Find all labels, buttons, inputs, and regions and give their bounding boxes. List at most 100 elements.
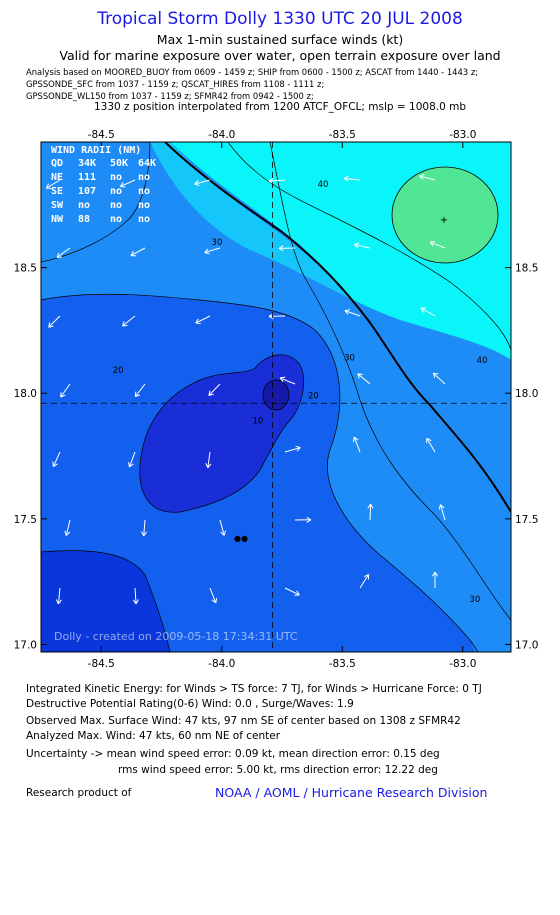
wind-vector-head [130, 251, 136, 257]
band-50 [391, 166, 499, 264]
x-tick-label-top: -83.5 [329, 129, 356, 141]
analysis-sources-line-2: GPSSONDE_SFC from 1037 - 1159 z; QSCAT_H… [26, 79, 325, 89]
band-lt10 [41, 550, 170, 652]
wind-vector-head [432, 571, 439, 577]
wind-vector-head [306, 516, 312, 523]
storm-core [263, 380, 289, 410]
contour-label: 40 [318, 180, 329, 190]
wind-vector-head [45, 183, 52, 189]
wind-vector [120, 179, 136, 187]
wind-vector-head [134, 391, 141, 398]
wind-vector-head [208, 390, 214, 396]
contour-30-left [41, 142, 151, 263]
wind-radii-cell: no [138, 186, 150, 197]
wind-vector-head [419, 174, 425, 180]
wind-radii-cell: no [110, 186, 122, 197]
y-tick-label-right: 17.5 [515, 514, 538, 526]
wind-vector-head [420, 307, 427, 313]
axis-ticks [41, 142, 511, 652]
wind-vector [269, 179, 286, 182]
wind-vector [45, 179, 61, 189]
wind-vector [56, 247, 71, 258]
wind-radii-cell: NW [51, 214, 64, 225]
x-tick-label-bottom: -83.5 [329, 658, 356, 670]
y-tick-label-left: 17.0 [14, 639, 37, 651]
contour-lt10 [41, 550, 171, 652]
research-product-label: Research product of [26, 787, 132, 799]
wind-radii-cell: no [110, 200, 122, 211]
wind-vector-head [55, 599, 62, 605]
wind-vector-head [352, 436, 359, 443]
wind-vector-head [119, 182, 126, 188]
wind-vector [420, 307, 436, 317]
chart-title: Tropical Storm Dolly 1330 UTC 20 JUL 200… [97, 9, 463, 29]
wind-radii-table: WIND RADII (NM) QD 34K 50K 64K NE 111 no no SE 10… [51, 145, 156, 225]
y-tick-labels-right: 18.5 18.0 17.5 17.0 [515, 263, 538, 652]
wind-radii-cell: no [138, 214, 150, 225]
wind-vector [208, 383, 221, 396]
x-tick-labels-top: -84.5 -84.0 -83.5 -83.0 [88, 129, 477, 141]
wind-vector [65, 519, 71, 536]
wind-vectors [45, 174, 446, 605]
wind-vector [354, 244, 371, 249]
contour-34kt [164, 142, 511, 513]
wind-vector [134, 383, 146, 398]
observation-marker-icon: ●● [234, 534, 248, 543]
wind-vector-head [279, 376, 286, 383]
noaa-link[interactable]: NOAA / AOML / Hurricane Research Divisio… [215, 785, 488, 800]
x-tick-label-bottom: -84.5 [88, 658, 115, 670]
contour-label: 10 [253, 416, 264, 426]
wind-vector-head [363, 574, 370, 580]
x-tick-label-top: -83.0 [449, 129, 476, 141]
contour-label: 30 [212, 238, 223, 248]
credit-text: Dolly - created on 2009-05-18 17:34:31 U… [54, 630, 298, 643]
wind-radii-cell: 88 [78, 214, 90, 225]
contour-40 [227, 142, 511, 351]
wind-contour-chart: 10 20 20 30 30 30 40 40 -84.5 -84.0 -83.5 -83.0 -8… [14, 129, 539, 670]
wind-vector [195, 315, 211, 324]
wind-vector-head [52, 461, 58, 467]
wind-vector [344, 177, 361, 181]
plot-frame [40, 141, 512, 653]
wind-vector-head [426, 437, 432, 444]
y-tick-label-left: 17.5 [14, 514, 37, 526]
contour-30-right [269, 142, 511, 621]
wind-vector [219, 519, 225, 536]
y-tick-label-right: 17.0 [515, 639, 538, 651]
wind-radii-column-header: 64K [138, 158, 156, 169]
wind-vector-head [367, 503, 374, 509]
wind-vector [129, 451, 136, 468]
x-tick-label-top: -84.0 [208, 129, 235, 141]
wind-radii-cell: 111 [78, 172, 96, 183]
wind-radii-header: WIND RADII (NM) [51, 145, 141, 156]
wind-radii-cell: 107 [78, 186, 96, 197]
wind-vector-head [141, 531, 148, 537]
wind-vector [419, 175, 436, 181]
contour-20 [41, 293, 479, 652]
wind-vector [134, 587, 137, 604]
wind-vector-head [60, 391, 66, 398]
wind-vector-head [429, 240, 436, 247]
wind-radii-cell: SW [51, 200, 64, 211]
wind-radii-column-header: 34K [78, 158, 96, 169]
wind-vector [359, 574, 370, 589]
wind-vector [280, 377, 296, 385]
contour-label: 30 [469, 595, 480, 605]
wind-vector [369, 503, 372, 521]
dpr-line: Destructive Potential Rating(0-6) Wind: … [26, 698, 354, 710]
wind-vector-head [278, 245, 284, 252]
wind-radii-cell: no [110, 172, 122, 183]
wind-vector-head [344, 309, 350, 315]
wind-vector-head [132, 599, 139, 605]
contour-label: 30 [344, 354, 355, 364]
wind-vector [429, 241, 446, 249]
wind-radii-cell: no [78, 200, 90, 211]
y-tick-label-right: 18.5 [515, 263, 538, 275]
wind-vector-head [122, 321, 128, 327]
analysis-sources-line-3: GPSSONDE_WL150 from 1037 - 1159 z; SFMR4… [26, 91, 314, 101]
observed-max-wind: Observed Max. Surface Wind: 47 kts, 97 n… [26, 715, 461, 727]
wind-radii-cell: SE [51, 186, 63, 197]
wind-vector-head [128, 462, 134, 468]
wind-vector [207, 451, 211, 468]
wind-radii-cell: no [138, 200, 150, 211]
